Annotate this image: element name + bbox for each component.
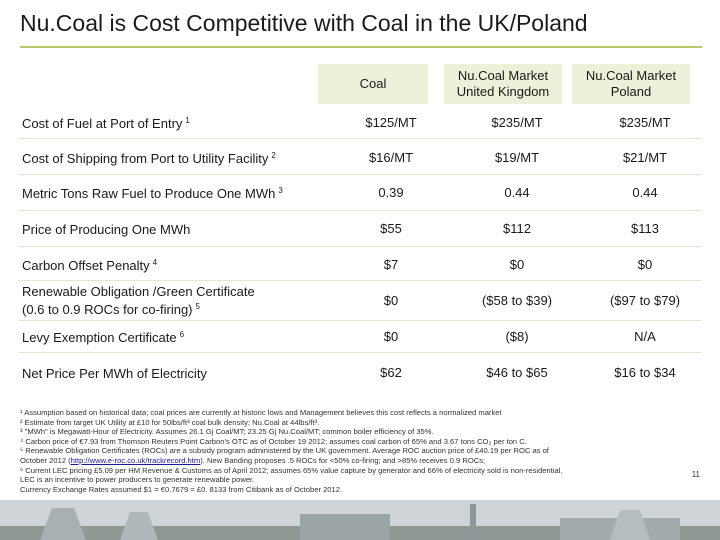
header-poland-line1: Nu.Coal Market — [585, 68, 677, 83]
header-coal: Coal — [318, 64, 428, 104]
cell-uk: ($58 to $39) — [481, 292, 553, 308]
cell-uk: $112 — [503, 220, 531, 236]
row-divider — [18, 320, 702, 321]
footnote-6: ⁶ Current LEC pricing £5.09 per HM Reven… — [20, 465, 563, 475]
footnote-5-cont: October 2012 (http://www.e-roc.co.uk/tra… — [20, 455, 486, 465]
row-label: Renewable Obligation /Green Certificate(… — [22, 283, 255, 317]
row-label: Metric Tons Raw Fuel to Produce One MWh 3 — [22, 186, 283, 201]
cell-uk: 0.44 — [504, 184, 530, 200]
cell-uk: $235/MT — [491, 114, 543, 130]
footnote-5: ⁵ Renewable Obligation Certificates (ROC… — [20, 446, 549, 456]
cell-poland: $113 — [631, 220, 659, 236]
row-label: Cost of Fuel at Port of Entry 1 — [22, 116, 190, 131]
table-row: Cost of Shipping from Port to Utility Fa… — [18, 145, 702, 169]
cell-coal: $62 — [380, 364, 402, 380]
cell-uk: $19/MT — [494, 149, 540, 165]
row-label: Price of Producing One MWh — [22, 222, 191, 237]
header-poland: Nu.Coal Market Poland — [572, 64, 690, 104]
cell-poland: $21/MT — [622, 149, 668, 165]
page-number: 11 — [691, 470, 700, 479]
footnote-4: ⁴ Carbon price of €7.93 from Thomson Reu… — [20, 436, 527, 446]
footnote-6-cont: LEC is an incentive to power producers t… — [20, 475, 255, 485]
table-row: Metric Tons Raw Fuel to Produce One MWh 3… — [18, 180, 702, 204]
row-divider — [18, 138, 702, 139]
cell-coal: $0 — [383, 328, 399, 344]
footnote-2: ² Estimate from target UK Utility at £10… — [20, 417, 320, 427]
header-uk-line2: United Kingdom — [456, 84, 550, 99]
footnote-fx: Currency Exchange Rates assumed $1 = €0.… — [20, 484, 343, 494]
cell-poland: N/A — [634, 328, 656, 344]
header-uk-line1: Nu.Coal Market — [457, 68, 549, 83]
table-row: Renewable Obligation /Green Certificate(… — [18, 283, 702, 317]
cell-coal: $7 — [383, 256, 399, 272]
row-label: Cost of Shipping from Port to Utility Fa… — [22, 151, 276, 166]
cell-uk: $46 to $65 — [486, 364, 548, 380]
footnote-3: ³ "MWh" is Megawatt-Hour of Electricity.… — [20, 427, 434, 437]
table-row: Levy Exemption Certificate 6 $0 ($8) N/A — [18, 324, 702, 348]
header-uk: Nu.Coal Market United Kingdom — [444, 64, 562, 104]
title-rule — [20, 46, 702, 48]
cell-poland: $235/MT — [619, 114, 671, 130]
row-divider — [18, 352, 702, 353]
cell-coal: 0.39 — [378, 184, 404, 200]
row-label: Carbon Offset Penalty 4 — [22, 258, 158, 273]
cell-poland: $0 — [637, 256, 653, 272]
cell-uk: ($8) — [505, 328, 529, 344]
cell-uk: $0 — [509, 256, 525, 272]
row-label: Levy Exemption Certificate 6 — [22, 330, 185, 345]
cell-coal: $55 — [380, 220, 402, 236]
row-divider — [18, 174, 702, 175]
header-coal-line1: Coal — [359, 76, 387, 91]
roc-track-record-link[interactable]: http://www.e-roc.co.uk/trackrecord.htm — [70, 455, 201, 465]
cell-poland: 0.44 — [632, 184, 658, 200]
cell-coal: $125/MT — [365, 114, 417, 130]
cell-poland: $16 to $34 — [614, 364, 676, 380]
table-row: Cost of Fuel at Port of Entry 1 $125/MT $… — [18, 110, 702, 134]
row-divider — [18, 210, 702, 211]
row-label: Net Price Per MWh of Electricity — [22, 366, 207, 381]
row-divider — [18, 280, 702, 281]
row-divider — [18, 246, 702, 247]
cell-coal: $16/MT — [368, 149, 414, 165]
page-title: Nu.Coal is Cost Competitive with Coal in… — [20, 10, 588, 36]
table-row: Net Price Per MWh of Electricity $62 $46… — [18, 360, 702, 384]
power-plant-photo — [0, 500, 720, 540]
table-row: Carbon Offset Penalty 4 $7 $0 $0 — [18, 252, 702, 276]
cell-poland: ($97 to $79) — [609, 292, 681, 308]
table-row: Price of Producing One MWh $55 $112 $113 — [18, 216, 702, 240]
power-plant-image — [0, 500, 720, 540]
footnote-1: ¹ Assumption based on historical data; c… — [20, 408, 502, 417]
header-poland-line2: Poland — [610, 84, 652, 99]
cell-coal: $0 — [383, 292, 399, 308]
footnotes: ¹ Assumption based on historical data; c… — [20, 408, 696, 494]
